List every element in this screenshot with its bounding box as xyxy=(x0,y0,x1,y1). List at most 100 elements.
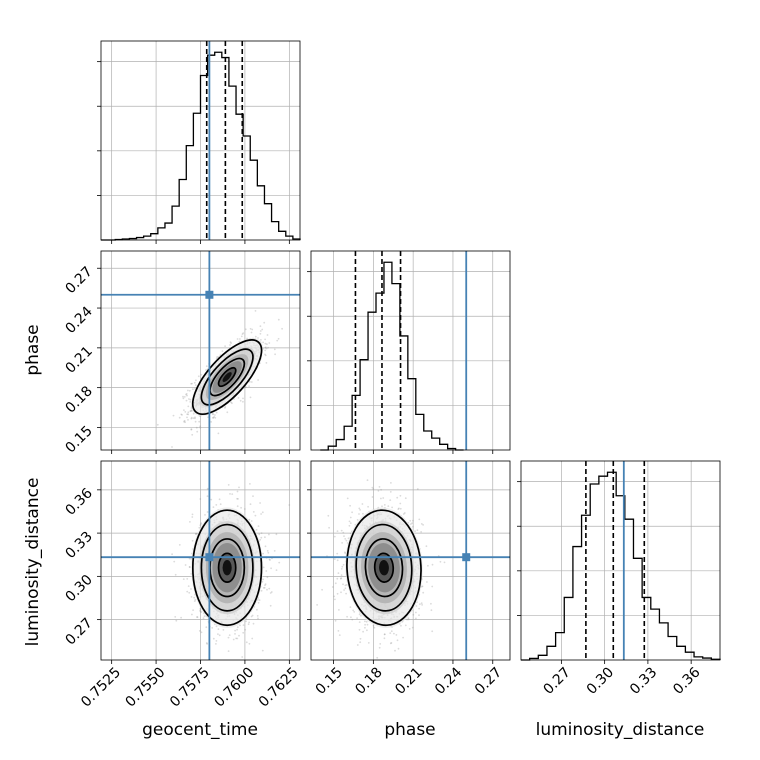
scatter-point xyxy=(412,525,414,528)
scatter-point xyxy=(254,310,257,312)
scatter-point xyxy=(191,539,194,542)
scatter-point xyxy=(189,410,192,413)
scatter-point xyxy=(230,342,233,344)
scatter-point xyxy=(181,414,183,416)
scatter-point xyxy=(264,354,267,357)
scatter-point xyxy=(175,619,178,622)
scatter-point xyxy=(227,650,230,652)
scatter-point xyxy=(336,552,339,555)
scatter-point xyxy=(240,335,243,338)
scatter-point xyxy=(252,511,255,513)
hist-phase-frame xyxy=(310,250,511,451)
panel-luminosity-distance-vs-phase-contour-2 xyxy=(355,523,413,612)
scatter-point xyxy=(192,609,195,611)
scatter-point xyxy=(257,337,259,339)
scatter-point xyxy=(199,498,202,500)
scatter-point xyxy=(211,627,214,629)
scatter-point xyxy=(399,507,402,510)
scatter-point xyxy=(361,503,364,505)
scatter-point xyxy=(242,397,244,400)
scatter-point xyxy=(188,389,191,392)
scatter-point xyxy=(213,416,216,418)
scatter-point xyxy=(178,544,181,546)
scatter-point xyxy=(199,609,202,612)
scatter-point xyxy=(261,328,264,331)
scatter-point xyxy=(391,506,393,509)
scatter-point xyxy=(344,584,347,587)
scatter-point xyxy=(266,576,269,579)
scatter-point xyxy=(239,624,241,627)
hist-phase-step xyxy=(320,261,464,451)
scatter-point xyxy=(200,611,203,613)
scatter-point xyxy=(414,530,416,533)
scatter-point xyxy=(193,596,196,599)
scatter-point xyxy=(259,325,262,328)
scatter-point xyxy=(364,623,366,626)
scatter-point xyxy=(238,486,240,489)
scatter-point xyxy=(427,564,429,567)
scatter-point xyxy=(260,589,263,592)
scatter-point xyxy=(187,411,190,414)
scatter-point xyxy=(267,346,269,349)
scatter-point xyxy=(229,341,232,343)
scatter-point xyxy=(221,350,224,352)
panel-luminosity-distance-vs-geocent-time-contour-2 xyxy=(200,523,254,612)
scatter-point xyxy=(371,496,374,498)
scatter-point xyxy=(264,342,267,345)
scatter-point xyxy=(430,609,433,612)
panel-phase-vs-geocent-time-ytick-label-0: 0.15 xyxy=(62,423,95,456)
scatter-point xyxy=(190,410,192,412)
scatter-point xyxy=(174,573,177,576)
scatter-point xyxy=(383,504,386,506)
scatter-point xyxy=(187,585,190,587)
scatter-point xyxy=(393,632,395,635)
scatter-point xyxy=(185,399,188,402)
scatter-point xyxy=(227,484,230,486)
scatter-point xyxy=(268,342,271,344)
scatter-point xyxy=(258,599,261,601)
scatter-point xyxy=(193,600,196,602)
scatter-point xyxy=(206,487,209,490)
scatter-point xyxy=(274,353,276,356)
scatter-point xyxy=(236,626,239,628)
scatter-point xyxy=(275,569,278,571)
scatter-point xyxy=(379,643,382,645)
scatter-point xyxy=(345,592,347,595)
scatter-point xyxy=(266,334,269,336)
scatter-point xyxy=(191,613,193,616)
scatter-point xyxy=(247,623,250,626)
scatter-point xyxy=(366,479,369,482)
scatter-point xyxy=(352,609,355,612)
scatter-point xyxy=(338,609,340,611)
scatter-point xyxy=(229,344,231,346)
scatter-point xyxy=(198,420,201,423)
scatter-point xyxy=(266,588,268,591)
scatter-point xyxy=(257,617,259,620)
scatter-point xyxy=(343,589,345,591)
scatter-point xyxy=(345,539,348,542)
scatter-point xyxy=(407,617,410,619)
scatter-point xyxy=(194,598,197,601)
scatter-point xyxy=(366,623,369,626)
scatter-point xyxy=(200,631,203,634)
scatter-point xyxy=(273,550,276,552)
scatter-point xyxy=(239,399,242,402)
scatter-point xyxy=(380,488,382,491)
scatter-point xyxy=(249,327,252,330)
scatter-point xyxy=(257,601,260,604)
scatter-point xyxy=(174,616,177,618)
scatter-point xyxy=(356,519,359,521)
scatter-point xyxy=(412,519,414,522)
scatter-point xyxy=(182,395,184,398)
scatter-point xyxy=(334,582,337,585)
scatter-point xyxy=(217,432,220,435)
scatter-point xyxy=(421,604,423,606)
scatter-point xyxy=(409,523,412,525)
scatter-point xyxy=(359,641,362,644)
scatter-point xyxy=(182,578,185,580)
panel-luminosity-distance-vs-phase-xtick-label-2: 0.21 xyxy=(392,664,425,697)
scatter-point xyxy=(364,626,366,629)
scatter-point xyxy=(200,373,203,376)
scatter-point xyxy=(390,630,393,633)
scatter-point xyxy=(383,633,386,636)
